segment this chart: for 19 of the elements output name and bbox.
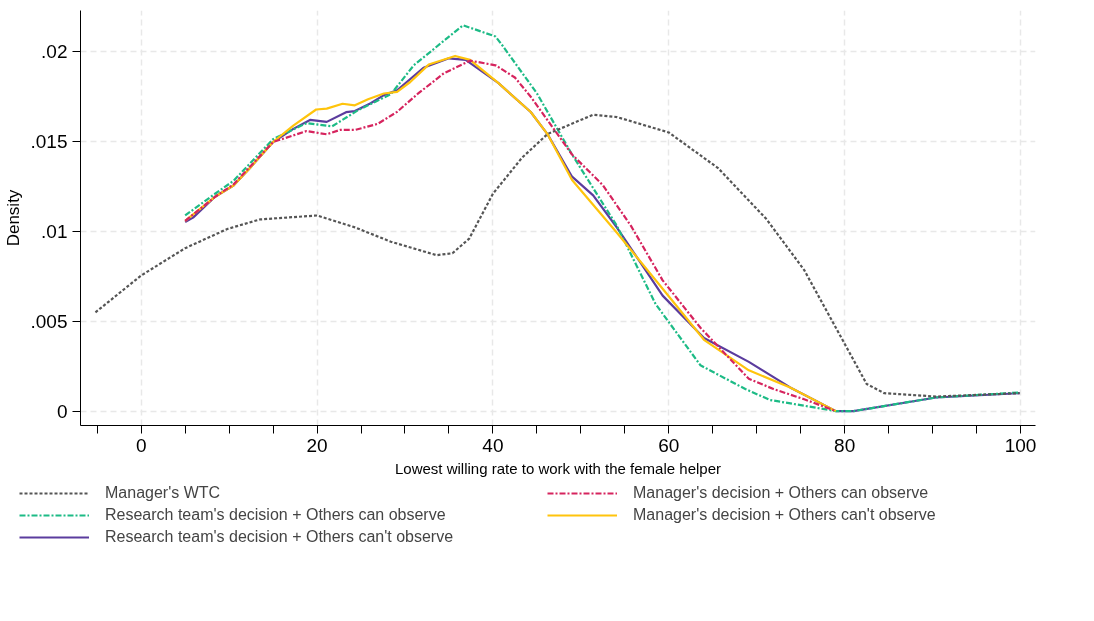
x-tick-label: 80 <box>834 434 856 456</box>
x-axis-title: Lowest willing rate to work with the female helper <box>395 459 722 477</box>
legend-label: Manager's decision + Others can observe <box>633 484 930 502</box>
y-tick-label: 0 <box>56 400 68 422</box>
legend-label: Research team's decision + Others can't observe <box>105 528 455 546</box>
y-axis-title: Density <box>3 189 23 247</box>
x-tick-label: 0 <box>135 434 147 456</box>
legend-label: Manager's decision + Others can't observe <box>633 506 937 524</box>
y-tick-label: .02 <box>41 41 68 63</box>
y-tick-label: .015 <box>30 131 68 153</box>
x-tick-label: 20 <box>306 434 328 456</box>
y-tick-label: .01 <box>41 220 68 242</box>
legend-label: Research team's decision + Others can observe <box>105 506 447 524</box>
line-series <box>94 113 1021 398</box>
x-tick-label: 60 <box>658 434 680 456</box>
x-tick-label: 100 <box>1004 434 1037 456</box>
x-tick-label: 40 <box>482 434 504 456</box>
legend-label: Manager's WTC <box>105 484 222 502</box>
y-tick-label: .005 <box>30 310 68 332</box>
